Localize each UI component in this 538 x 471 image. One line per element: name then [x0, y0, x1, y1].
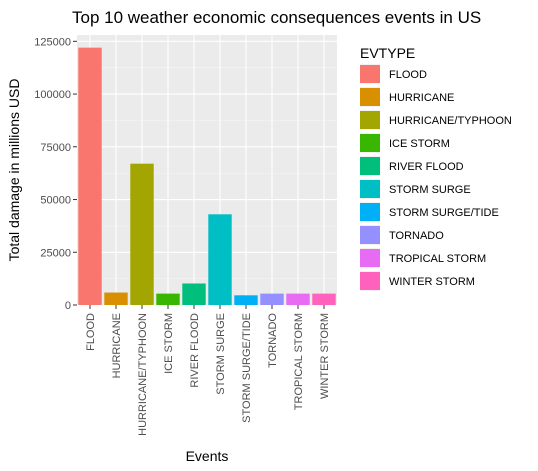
legend-key	[360, 272, 380, 290]
y-axis: 0 25000 50000 75000 100000 125000	[34, 36, 77, 312]
x-tick-label: HURRICANE	[111, 313, 123, 378]
legend-label: RIVER FLOOD	[389, 161, 464, 173]
x-axis-title: Events	[186, 448, 229, 464]
bar-hurricane	[104, 292, 128, 305]
x-tick-label: WINTER STORM	[319, 313, 331, 399]
grid	[77, 35, 337, 306]
bar-winter-storm	[312, 293, 336, 305]
x-tick-label: HURRICANE/TYPHOON	[137, 313, 149, 436]
bar-storm-surge-tide	[234, 295, 258, 305]
legend: EVTYPE FLOOD HURRICANE HURRICANE/TYPHOON IC…	[360, 45, 512, 291]
legend-label: TORNADO	[389, 230, 444, 242]
x-tick-label: FLOOD	[85, 313, 97, 351]
bar-tropical-storm	[286, 293, 310, 305]
legend-label: HURRICANE/TYPHOON	[389, 115, 512, 127]
x-tick-label: TROPICAL STORM	[293, 313, 305, 410]
legend-label: STORM SURGE	[389, 184, 471, 196]
legend-key	[360, 88, 380, 106]
y-axis-title: Total damage in millions USD	[6, 79, 22, 262]
bar-flood	[78, 47, 102, 305]
x-tick-label: ICE STORM	[163, 313, 175, 374]
bar-ice-storm	[156, 293, 180, 305]
chart-title: Top 10 weather economic consequences eve…	[72, 8, 481, 27]
legend-key	[360, 249, 380, 267]
legend-key	[360, 180, 380, 198]
x-tick-label: RIVER FLOOD	[189, 313, 201, 388]
y-tick-label: 25000	[40, 247, 71, 259]
bar-river-flood	[182, 283, 206, 305]
legend-key	[360, 134, 380, 152]
y-tick-label: 75000	[40, 142, 71, 154]
bar-tornado	[260, 293, 284, 305]
y-tick-label: 0	[65, 300, 71, 312]
bars	[78, 47, 336, 305]
legend-key	[360, 203, 380, 221]
x-tick-label: TORNADO	[267, 313, 279, 368]
legend-key	[360, 65, 380, 83]
legend-label: HURRICANE	[389, 92, 454, 104]
x-tick-label: STORM SURGE/TIDE	[241, 313, 253, 423]
legend-key	[360, 226, 380, 244]
legend-label: ICE STORM	[389, 138, 450, 150]
legend-key	[360, 157, 380, 175]
y-tick-label: 50000	[40, 195, 71, 207]
legend-title: EVTYPE	[360, 45, 415, 61]
plot-panel	[77, 35, 337, 305]
legend-label: STORM SURGE/TIDE	[389, 207, 499, 219]
legend-label: WINTER STORM	[389, 276, 475, 288]
y-tick-label: 125000	[34, 36, 71, 48]
bar-storm-surge	[208, 214, 232, 305]
y-tick-label: 100000	[34, 89, 71, 101]
x-axis: FLOOD HURRICANE HURRICANE/TYPHOON ICE STORM…	[85, 305, 331, 436]
legend-label: FLOOD	[389, 69, 427, 81]
bar-hurricane-typhoon	[130, 163, 154, 305]
legend-label: TROPICAL STORM	[389, 253, 486, 265]
x-tick-label: STORM SURGE	[215, 313, 227, 395]
legend-key	[360, 111, 380, 129]
